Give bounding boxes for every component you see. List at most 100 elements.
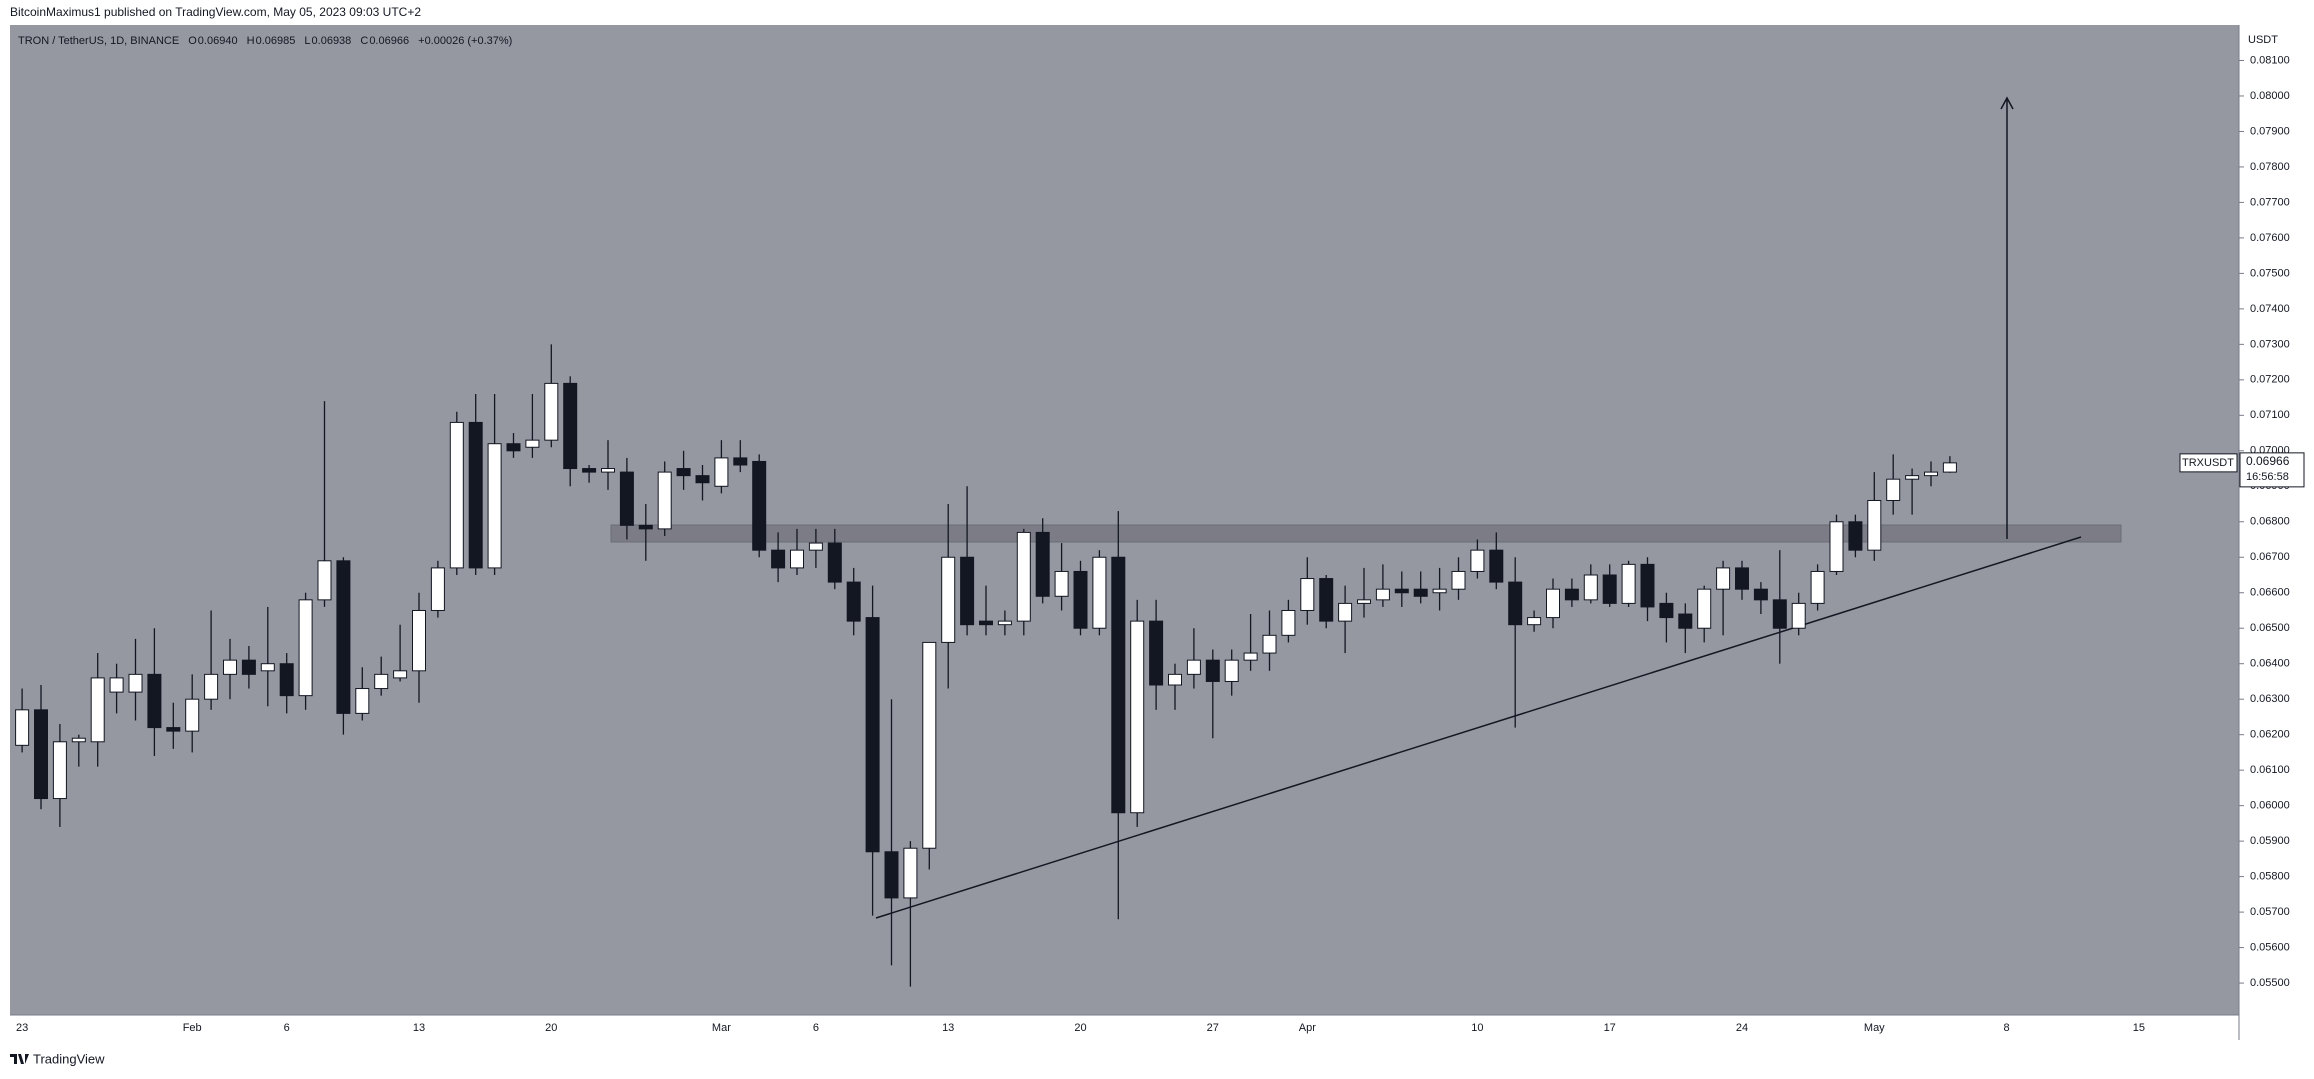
candle-body	[1054, 570, 1069, 597]
x-tick-label: 10	[1471, 1022, 1483, 1034]
candle-body	[1186, 659, 1201, 675]
candle-body	[1243, 652, 1258, 661]
candle-body	[1564, 588, 1579, 601]
candle-body	[1035, 531, 1050, 597]
candle-body	[1451, 570, 1466, 590]
last-price: 0.06966	[2246, 454, 2290, 468]
price-tag: TRXUSDT 0.06966 16:56:58	[2179, 452, 2305, 488]
candle-body	[1413, 588, 1428, 597]
candle-body	[1357, 599, 1371, 604]
x-tick-label: Apr	[1299, 1022, 1316, 1034]
y-tick-label: 0.07300	[2250, 338, 2290, 350]
candle-body	[884, 851, 899, 899]
byline: BitcoinMaximus1 published on TradingView…	[10, 5, 421, 19]
candle-body	[563, 382, 578, 470]
l-value: 0.06938	[312, 35, 352, 47]
candle-body	[1546, 588, 1560, 619]
y-tick-label: 0.08100	[2250, 54, 2290, 66]
candle-body	[1829, 521, 1844, 572]
candle-body	[1942, 462, 1957, 473]
candle-body	[865, 617, 880, 853]
candle-body	[997, 620, 1012, 626]
y-tick-label: 0.06800	[2250, 516, 2290, 528]
x-tick-label: 17	[1604, 1022, 1616, 1034]
candle-body	[1527, 617, 1542, 626]
candle-body	[1338, 602, 1353, 622]
candle-body	[298, 599, 313, 697]
y-tick-label: 0.07900	[2250, 125, 2290, 137]
candle-body	[601, 468, 615, 473]
candle-body	[430, 567, 445, 611]
candles	[15, 344, 1957, 987]
change: +0.00026 (+0.37%)	[418, 35, 512, 47]
candle-body	[260, 663, 275, 672]
candle-body	[393, 670, 408, 679]
x-tick-label: 20	[545, 1022, 557, 1034]
candle-body	[1905, 475, 1920, 480]
price-box	[2239, 452, 2305, 488]
candle-body	[1130, 620, 1145, 814]
candle-body	[619, 471, 634, 526]
x-tick-label: 15	[2133, 1022, 2145, 1034]
y-tick-label: 0.05600	[2250, 941, 2290, 953]
x-tick-label: 23	[16, 1022, 28, 1034]
y-tick-label: 0.06000	[2250, 800, 2290, 812]
candle-body	[487, 443, 502, 569]
footer: TradingView	[10, 1051, 105, 1066]
symbol: TRON / TetherUS, 1D, BINANCE	[18, 35, 179, 47]
candle-body	[676, 468, 691, 477]
candle-body	[1772, 599, 1787, 629]
y-tick-label: 0.07100	[2250, 409, 2290, 421]
y-tick-label: 0.05900	[2250, 835, 2290, 847]
x-tick-label: May	[1864, 1022, 1885, 1034]
arrow-head	[2000, 96, 2014, 110]
candle-body	[1810, 570, 1825, 604]
candle-body	[657, 471, 672, 530]
x-tick-label: 27	[1207, 1022, 1219, 1034]
candle-body	[771, 549, 786, 569]
y-tick-label: 0.08000	[2250, 90, 2290, 102]
chart-pane	[10, 25, 2239, 1015]
candle-body	[1375, 588, 1390, 601]
candle-body	[1508, 581, 1523, 626]
l-label: L	[304, 35, 310, 47]
candle-body	[1205, 659, 1220, 682]
x-tick-label: 20	[1074, 1022, 1086, 1034]
footer-brand: TradingView	[33, 1051, 105, 1066]
candle-body	[147, 673, 162, 729]
candle-body	[1224, 659, 1239, 682]
candle-body	[412, 609, 426, 672]
candle-body	[1149, 620, 1164, 686]
y-tick-label: 0.07700	[2250, 196, 2290, 208]
candle-body	[204, 673, 219, 700]
candle-body	[336, 560, 351, 714]
candle-body	[1319, 578, 1334, 622]
o-value: 0.06940	[198, 35, 238, 47]
candle-body	[506, 443, 521, 452]
candle-body	[185, 698, 200, 732]
candle-body	[582, 468, 597, 473]
y-tick-label: 0.06100	[2250, 764, 2290, 776]
candle-body	[903, 847, 918, 899]
x-tick-label: 13	[413, 1022, 425, 1034]
candle-body	[1073, 570, 1088, 629]
candle-body	[1092, 556, 1107, 629]
candle-body	[1924, 471, 1938, 477]
candle-body	[279, 663, 294, 697]
candle-body	[638, 524, 653, 530]
x-tick-label: 6	[813, 1022, 819, 1034]
x-tick-label: Mar	[712, 1022, 731, 1034]
logo	[10, 1054, 29, 1064]
c-label: C	[360, 35, 368, 47]
y-tick-label: 0.05800	[2250, 871, 2290, 883]
y-tick-label: 0.05700	[2250, 906, 2290, 918]
candle-body	[525, 439, 540, 448]
candle-body	[1867, 499, 1882, 551]
candle-body	[449, 421, 464, 569]
y-tick-label: 0.05500	[2250, 977, 2290, 989]
y-tick-label: 0.06700	[2250, 551, 2290, 563]
candle-body	[468, 421, 483, 569]
y-tick-label: 0.07500	[2250, 267, 2290, 279]
